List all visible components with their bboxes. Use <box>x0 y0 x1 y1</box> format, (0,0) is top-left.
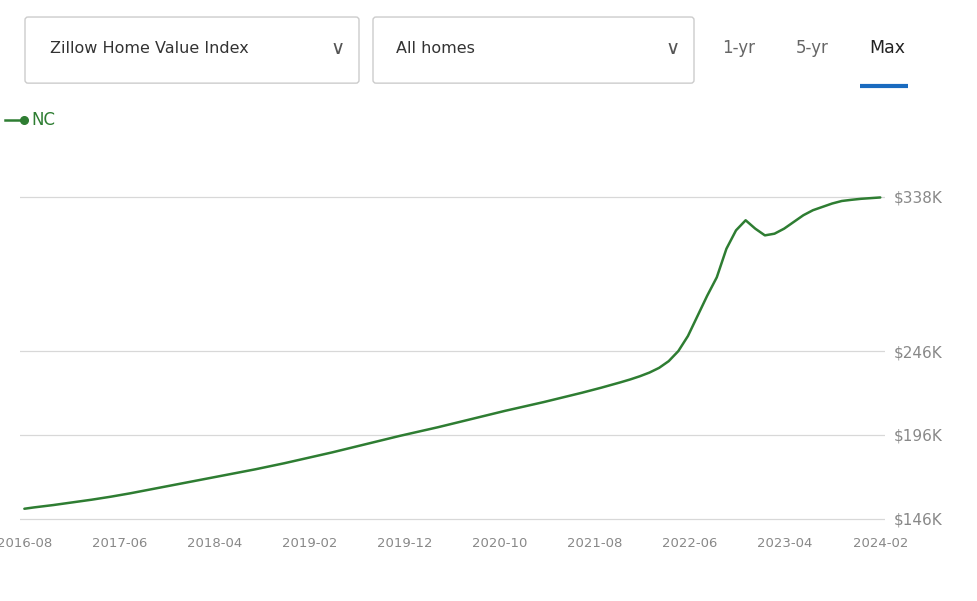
Text: All homes: All homes <box>396 41 475 55</box>
Text: NC: NC <box>31 111 56 129</box>
Text: Max: Max <box>869 39 904 57</box>
Text: Zillow Home Value Index: Zillow Home Value Index <box>50 41 248 55</box>
Text: ∨: ∨ <box>329 38 344 58</box>
Text: ∨: ∨ <box>664 38 679 58</box>
FancyBboxPatch shape <box>25 17 359 83</box>
FancyBboxPatch shape <box>372 17 694 83</box>
Text: 1-yr: 1-yr <box>721 39 754 57</box>
Text: 5-yr: 5-yr <box>795 39 828 57</box>
